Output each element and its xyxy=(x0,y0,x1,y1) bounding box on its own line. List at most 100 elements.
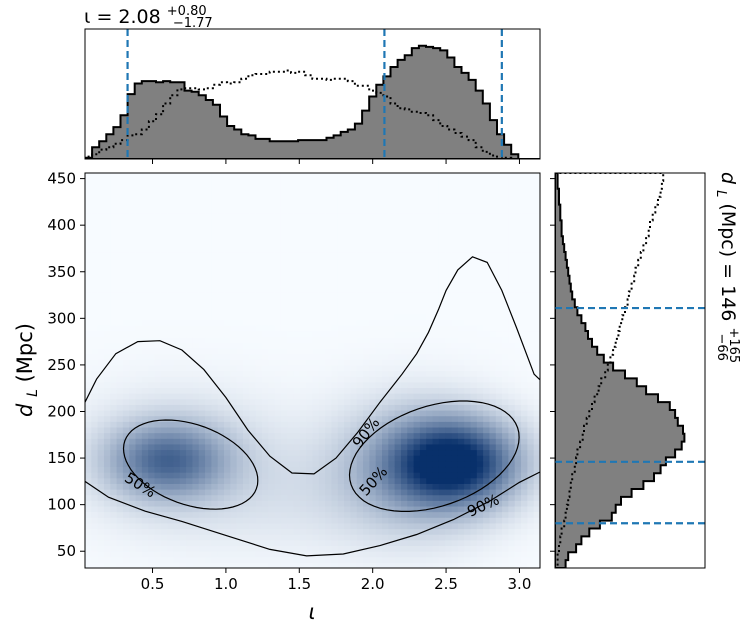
heatmap-cell xyxy=(173,556,181,563)
heatmap-cell xyxy=(495,522,503,530)
heatmap-cell xyxy=(419,195,427,202)
heatmap-cell xyxy=(179,336,187,343)
heatmap-cell xyxy=(217,212,225,219)
heatmap-cell xyxy=(495,539,503,547)
heatmap-cell xyxy=(325,438,333,445)
heatmap-cell xyxy=(400,410,408,417)
heatmap-cell xyxy=(369,308,377,315)
heatmap-cell xyxy=(287,268,295,276)
heatmap-cell xyxy=(382,195,389,202)
heatmap-cell xyxy=(280,551,288,558)
heatmap-cell xyxy=(299,404,307,411)
heatmap-cell xyxy=(148,545,156,552)
heatmap-cell xyxy=(457,302,465,310)
heatmap-cell xyxy=(211,381,219,389)
heatmap-cell xyxy=(280,522,288,530)
heatmap-cell xyxy=(274,347,282,355)
heatmap-cell xyxy=(445,387,453,394)
heatmap-cell xyxy=(495,494,503,501)
heatmap-cell xyxy=(198,511,206,518)
heatmap-cell xyxy=(97,319,105,326)
heatmap-cell xyxy=(318,314,326,321)
heatmap-cell xyxy=(85,285,92,293)
heatmap-cell xyxy=(249,522,257,530)
heatmap-cell xyxy=(325,370,333,377)
heatmap-cell xyxy=(91,359,99,366)
heatmap-cell xyxy=(331,562,339,568)
heatmap-cell xyxy=(394,410,402,417)
heatmap-cell xyxy=(280,376,288,383)
heatmap-cell xyxy=(103,218,111,225)
heatmap-cell xyxy=(400,494,408,501)
heatmap-cell xyxy=(135,455,143,462)
heatmap-cell xyxy=(457,235,465,242)
heatmap-cell xyxy=(217,235,225,242)
heatmap-cell xyxy=(135,387,143,394)
heatmap-cell xyxy=(483,268,491,276)
heatmap-cell xyxy=(110,545,118,552)
heatmap-cell xyxy=(382,308,389,315)
heatmap-cell xyxy=(438,353,446,360)
heatmap-cell xyxy=(135,500,143,507)
heatmap-cell xyxy=(331,381,339,389)
heatmap-cell xyxy=(432,472,440,479)
heatmap-cell xyxy=(236,500,244,507)
heatmap-cell xyxy=(97,472,105,479)
heatmap-cell xyxy=(350,308,358,315)
heatmap-cell xyxy=(230,252,238,259)
heatmap-cell xyxy=(287,189,295,197)
heatmap-cell xyxy=(186,331,194,338)
heatmap-cell xyxy=(230,184,238,191)
heatmap-cell xyxy=(502,184,509,191)
heatmap-cell xyxy=(135,314,143,321)
heatmap-cell xyxy=(274,353,282,360)
top-marginal-histogram: ι = 2.08 +0.80 −1.77 xyxy=(84,4,541,164)
heatmap-cell xyxy=(445,477,453,484)
heatmap-cell xyxy=(407,229,415,236)
heatmap-cell xyxy=(363,534,370,541)
heatmap-cell xyxy=(312,285,320,293)
heatmap-cell xyxy=(400,184,408,191)
heatmap-cell xyxy=(483,206,491,214)
heatmap-cell xyxy=(205,483,212,490)
heatmap-cell xyxy=(261,246,269,253)
heatmap-cell xyxy=(382,364,389,372)
heatmap-cell xyxy=(375,410,383,417)
heatmap-cell xyxy=(356,483,364,490)
heatmap-cell xyxy=(230,472,238,479)
heatmap-cell xyxy=(230,178,238,185)
heatmap-cell xyxy=(502,336,509,343)
heatmap-cell xyxy=(167,398,175,405)
heatmap-cell xyxy=(103,268,111,276)
heatmap-cell xyxy=(224,189,231,197)
heatmap-cell xyxy=(129,505,137,513)
heatmap-cell xyxy=(85,381,92,389)
heatmap-cell xyxy=(160,466,168,473)
heatmap-cell xyxy=(293,263,301,270)
heatmap-cell xyxy=(508,246,516,253)
heatmap-cell xyxy=(331,218,339,225)
heatmap-cell xyxy=(217,511,225,518)
heatmap-cell xyxy=(97,426,105,434)
heatmap-cell xyxy=(521,545,528,552)
heatmap-cell xyxy=(502,347,509,355)
heatmap-cell xyxy=(116,505,124,513)
heatmap-cell xyxy=(141,398,149,405)
heatmap-cell xyxy=(287,483,295,490)
heatmap-cell xyxy=(432,240,440,247)
heatmap-cell xyxy=(337,206,345,214)
heatmap-cell xyxy=(268,297,276,304)
heatmap-cell xyxy=(116,206,124,214)
heatmap-cell xyxy=(224,308,231,315)
heatmap-cell xyxy=(306,302,314,310)
heatmap-cell xyxy=(337,342,345,349)
heatmap-cell xyxy=(148,483,156,490)
heatmap-cell xyxy=(261,280,269,287)
heatmap-cell xyxy=(457,325,465,332)
heatmap-cell xyxy=(344,534,352,541)
heatmap-cell xyxy=(230,376,238,383)
heatmap-cell xyxy=(287,460,295,468)
heatmap-cell xyxy=(148,218,156,225)
heatmap-cell xyxy=(407,195,415,202)
heatmap-cell xyxy=(527,466,535,473)
